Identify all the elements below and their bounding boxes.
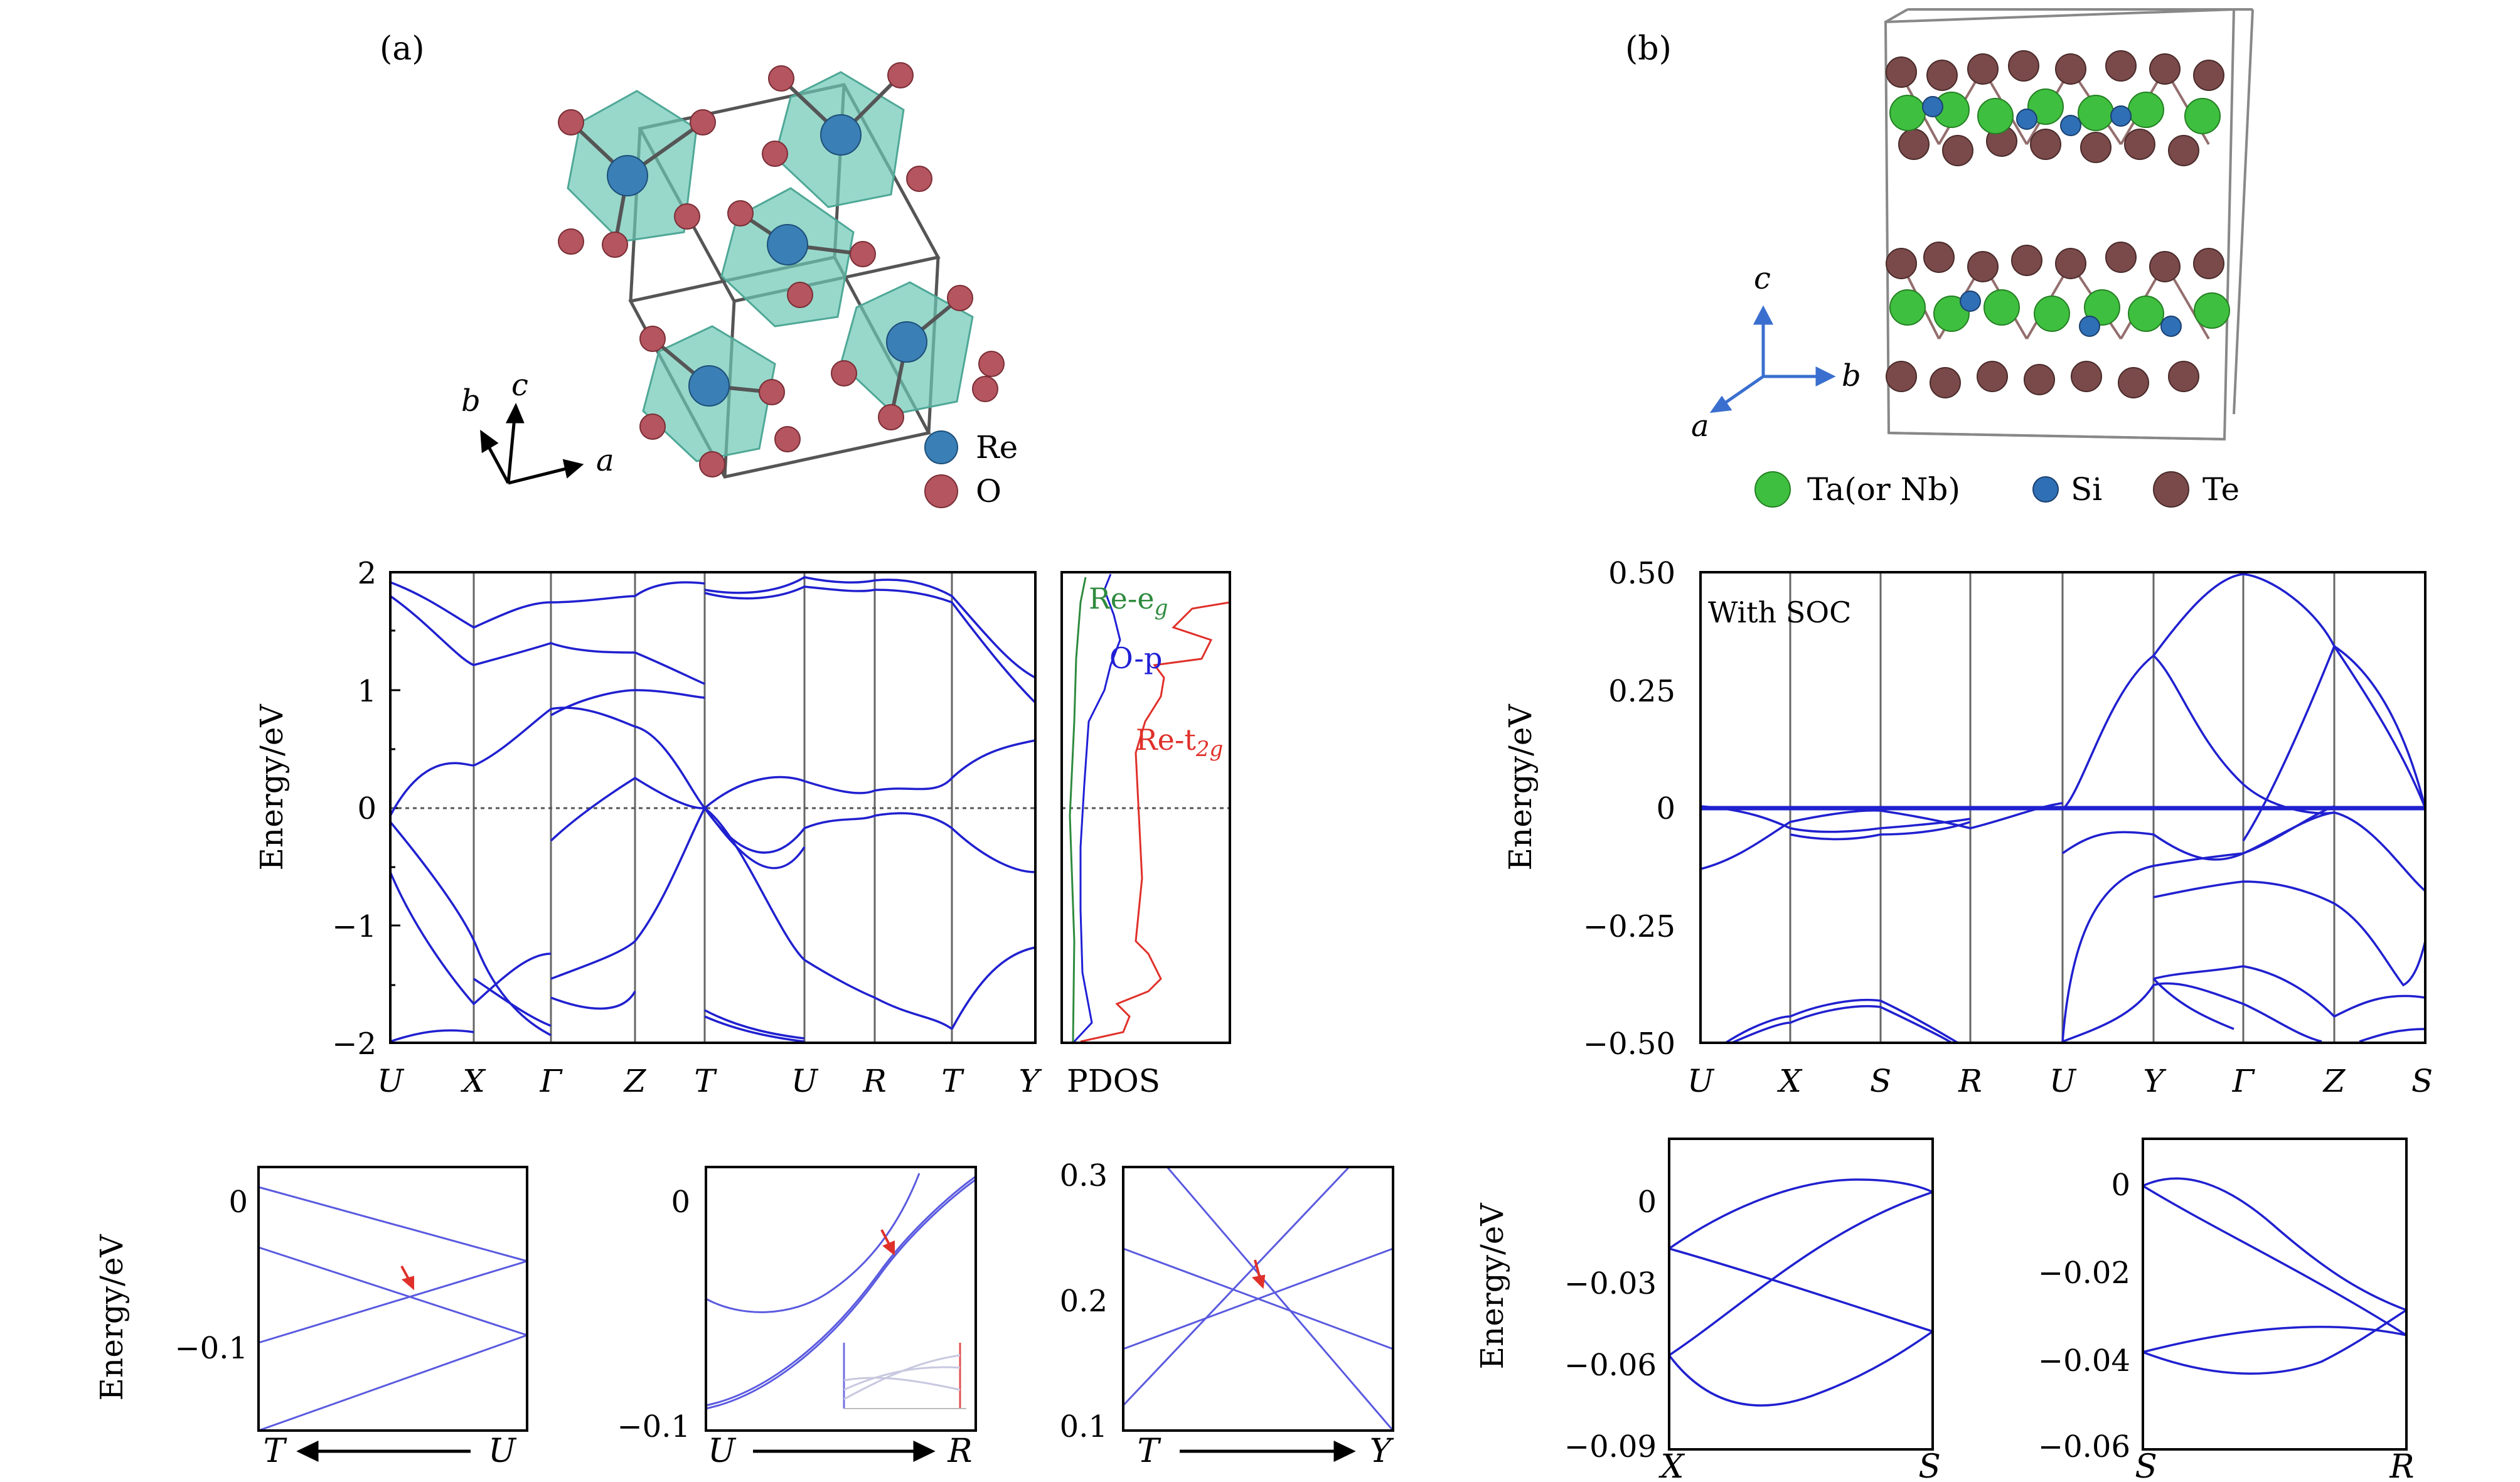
band-a-kpoint-5: U bbox=[791, 1063, 819, 1099]
zoom1-ytick-0: 0 bbox=[228, 1185, 248, 1220]
band-a-kpoint-7: T bbox=[941, 1063, 964, 1099]
zoom-panel-s-r: 0 −0.02 −0.04 −0.06 S R bbox=[2038, 1138, 2415, 1482]
zoom2-ytick-1: −0.1 bbox=[617, 1409, 690, 1444]
zoom4-ytick-3: −0.09 bbox=[1564, 1429, 1657, 1464]
structure-b-illustration: b c a bbox=[1691, 8, 2254, 444]
zoom4-to: S bbox=[1918, 1448, 1941, 1482]
zoom4-from: X bbox=[1658, 1448, 1685, 1482]
zoom-panel-t-y: 0.3 0.2 0.1 T Y bbox=[1060, 1158, 1394, 1470]
axis-b-label-a: b bbox=[461, 383, 481, 418]
band-b-ytick-025: 0.25 bbox=[1608, 674, 1675, 709]
band-a-ylabel: Energy/eV bbox=[254, 704, 290, 871]
band-b-kpoint-6: Γ bbox=[2232, 1063, 2256, 1099]
band-a-ytick-2: 2 bbox=[357, 556, 376, 591]
zoom5-ytick-1: −0.02 bbox=[2038, 1255, 2130, 1291]
axis-c-label-b: c bbox=[1754, 261, 1771, 296]
band-b-kpoint-7: Z bbox=[2322, 1063, 2346, 1099]
band-b-ytick-m025: −0.25 bbox=[1583, 909, 1675, 944]
structure-a-legend: Re O bbox=[924, 429, 1018, 509]
band-b-ytick-0: 0 bbox=[1656, 791, 1675, 826]
zoom1-ytick-1: −0.1 bbox=[174, 1331, 248, 1366]
zoom2-inset bbox=[843, 1343, 966, 1409]
pdos-label-re-eg: Re-eg bbox=[1089, 582, 1168, 621]
legend-re: Re bbox=[976, 429, 1018, 466]
panel-label-a: (a) bbox=[380, 30, 425, 68]
band-b-kpoint-3: R bbox=[1958, 1063, 1982, 1099]
zoom3-from: T bbox=[1138, 1432, 1161, 1470]
band-b-ytick-m050: −0.50 bbox=[1583, 1026, 1675, 1062]
pdos-xlabel: PDOS bbox=[1067, 1063, 1160, 1099]
band-a-ytick-m2: −2 bbox=[332, 1026, 376, 1062]
zoom2-to: R bbox=[947, 1432, 972, 1470]
zoom3-ytick-0: 0.3 bbox=[1060, 1158, 1108, 1193]
band-structure-a: Energy/eV 2 1 0 −1 −2 bbox=[254, 556, 1042, 1099]
axis-b-label-b: b bbox=[1842, 358, 1861, 393]
zoom1-ylabel: Energy/eV bbox=[93, 1234, 130, 1401]
axis-c-label-a: c bbox=[511, 368, 528, 403]
zoom1-to: U bbox=[488, 1432, 517, 1470]
legend-o: O bbox=[976, 473, 1001, 509]
band-a-kpoint-3: Z bbox=[623, 1063, 647, 1099]
band-a-kpoint-4: T bbox=[694, 1063, 717, 1099]
structure-b-legend: Ta(or Nb) Si Te bbox=[1754, 471, 2240, 508]
band-a-ytick-m1: −1 bbox=[332, 909, 376, 944]
band-b-ylabel: Energy/eV bbox=[1502, 704, 1539, 871]
zoom3-to: Y bbox=[1370, 1432, 1394, 1470]
zoom2-from: U bbox=[708, 1432, 737, 1470]
panel-label-b: (b) bbox=[1625, 30, 1672, 68]
zoom5-to: R bbox=[2389, 1448, 2414, 1482]
band-a-kpoint-0: U bbox=[377, 1063, 405, 1099]
zoom5-ytick-2: −0.04 bbox=[2038, 1343, 2130, 1378]
zoom-panel-u-r: 0 −0.1 U R bbox=[617, 1166, 977, 1470]
band-a-kpoint-8: Y bbox=[1018, 1063, 1042, 1099]
band-b-kpoint-8: S bbox=[2411, 1063, 2433, 1099]
zoom-panel-t-u: Energy/eV 0 −0.1 T U bbox=[93, 1166, 528, 1470]
band-a-kpoint-2: Γ bbox=[540, 1063, 563, 1099]
zoom4-ytick-0: 0 bbox=[1637, 1185, 1657, 1220]
band-a-ytick-0: 0 bbox=[357, 791, 376, 826]
band-a-ytick-1: 1 bbox=[357, 674, 376, 709]
band-b-kpoint-0: U bbox=[1687, 1063, 1715, 1099]
zoom2-ytick-0: 0 bbox=[671, 1185, 690, 1220]
zoom3-ytick-1: 0.2 bbox=[1060, 1284, 1108, 1319]
legend-si: Si bbox=[2071, 471, 2102, 508]
band-structure-b: Energy/eV 0.50 0.25 0 −0.25 −0.50 bbox=[1502, 556, 2433, 1099]
zoom-panel-x-s: Energy/eV 0 −0.03 −0.06 −0.09 X S bbox=[1474, 1138, 1941, 1482]
zoom1-from: T bbox=[264, 1432, 287, 1470]
zoom4-ytick-1: −0.03 bbox=[1564, 1266, 1657, 1301]
axis-a-label-a: a bbox=[596, 443, 614, 478]
zoom5-ytick-0: 0 bbox=[2111, 1168, 2130, 1203]
band-b-kpoint-1: X bbox=[1776, 1063, 1803, 1099]
zoom4-ylabel: Energy/eV bbox=[1474, 1203, 1510, 1370]
structure-a-illustration: a b c bbox=[461, 62, 1005, 485]
zoom5-ytick-3: −0.06 bbox=[2038, 1429, 2130, 1464]
zoom4-ytick-2: −0.06 bbox=[1564, 1348, 1657, 1383]
pdos-label-re-t2g: Re-t2g bbox=[1136, 723, 1223, 762]
legend-te: Te bbox=[2202, 471, 2240, 508]
band-b-kpoint-5: Y bbox=[2143, 1063, 2166, 1099]
axis-a-label-b: a bbox=[1691, 408, 1709, 444]
band-a-kpoint-1: X bbox=[460, 1063, 486, 1099]
band-b-kpoint-4: U bbox=[2049, 1063, 2077, 1099]
pdos-label-o-p: O-p bbox=[1109, 641, 1162, 675]
zoom5-from: S bbox=[2135, 1448, 2157, 1482]
band-b-ytick-050: 0.50 bbox=[1608, 556, 1675, 591]
band-b-kpoint-2: S bbox=[1870, 1063, 1891, 1099]
band-b-annotation: With SOC bbox=[1708, 595, 1851, 629]
band-a-kpoint-6: R bbox=[862, 1063, 887, 1099]
pdos-panel: Re-eg O-p Re-t2g PDOS bbox=[1060, 571, 1231, 1099]
legend-ta: Ta(or Nb) bbox=[1807, 471, 1960, 508]
zoom3-ytick-2: 0.1 bbox=[1060, 1409, 1108, 1444]
